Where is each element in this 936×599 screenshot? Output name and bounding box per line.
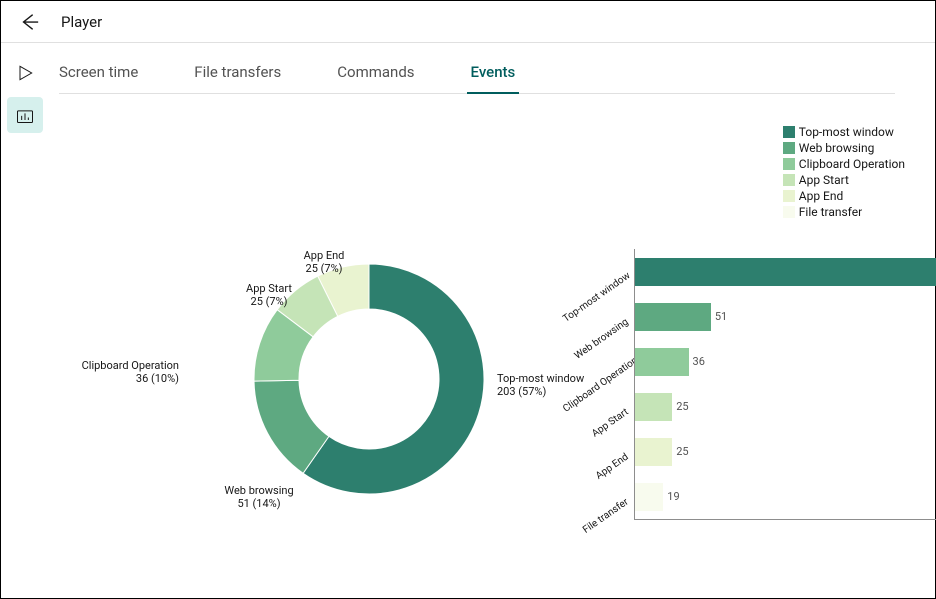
tabs: Screen time File transfers Commands Even… — [59, 43, 895, 94]
tab-file-transfers[interactable]: File transfers — [194, 63, 281, 93]
bar-row: Top-most window — [549, 249, 936, 294]
legend-item: File transfer — [783, 204, 905, 220]
bar-track: 25 — [634, 384, 936, 429]
legend-item: Top-most window — [783, 124, 905, 140]
donut-label-name: App Start — [246, 282, 292, 295]
legend-item: Web browsing — [783, 140, 905, 156]
left-rail — [1, 43, 49, 598]
donut-slice-label: App End25 (7%) — [304, 249, 345, 275]
donut-label-value: 25 (7%) — [246, 295, 292, 308]
page-title: Player — [61, 13, 102, 31]
bar-chart: Top-most windowWeb browsing51Clipboard O… — [549, 249, 936, 569]
back-arrow-icon — [18, 11, 40, 33]
bar-value-label: 36 — [693, 355, 705, 368]
body: Screen time File transfers Commands Even… — [1, 43, 935, 598]
bar-value-label: 25 — [676, 400, 688, 413]
legend-label: Clipboard Operation — [799, 156, 905, 172]
legend-label: File transfer — [799, 204, 862, 220]
donut-label-value: 51 (14%) — [224, 497, 293, 510]
bar-track: 25 — [634, 429, 936, 474]
donut-slice-label: App Start25 (7%) — [246, 282, 292, 308]
header: Player — [1, 1, 935, 43]
bar — [635, 483, 663, 511]
bar — [635, 258, 936, 286]
rail-stats-button[interactable] — [7, 97, 43, 133]
donut-svg — [119, 244, 519, 564]
content: Top-most windowWeb browsingClipboard Ope… — [59, 94, 895, 577]
bar-chart-icon — [15, 105, 35, 125]
bar-row: Web browsing51 — [549, 294, 936, 339]
tab-events[interactable]: Events — [471, 63, 516, 93]
bar — [635, 393, 672, 421]
legend-label: Web browsing — [799, 140, 875, 156]
bar-track: 51 — [634, 294, 936, 339]
main: Screen time File transfers Commands Even… — [49, 43, 935, 598]
tab-commands[interactable]: Commands — [337, 63, 414, 93]
donut-slice-label: Web browsing51 (14%) — [224, 484, 293, 510]
legend-swatch — [783, 142, 795, 154]
bar-row: App End25 — [549, 429, 936, 474]
donut-label-value: 25 (7%) — [304, 262, 345, 275]
legend-label: App Start — [799, 172, 849, 188]
bar-row: File transfer19 — [549, 474, 936, 519]
bar-category-label: File transfer — [561, 492, 637, 550]
bar — [635, 348, 689, 376]
legend-swatch — [783, 126, 795, 138]
legend-swatch — [783, 190, 795, 202]
legend-label: Top-most window — [799, 124, 894, 140]
donut-label-name: App End — [304, 249, 345, 262]
bar — [635, 303, 711, 331]
donut-label-name: Clipboard Operation — [82, 359, 179, 372]
legend-swatch — [783, 206, 795, 218]
chart-legend: Top-most windowWeb browsingClipboard Ope… — [783, 124, 905, 220]
legend-item: App End — [783, 188, 905, 204]
legend-swatch — [783, 158, 795, 170]
legend-item: Clipboard Operation — [783, 156, 905, 172]
bar-track: 36 — [634, 339, 936, 384]
back-button[interactable] — [17, 10, 41, 34]
bar-row: Clipboard Operation36 — [549, 339, 936, 384]
bar-value-label: 51 — [715, 310, 727, 323]
donut-label-name: Web browsing — [224, 484, 293, 497]
rail-play-button[interactable] — [7, 55, 43, 91]
bar-track: 19 — [634, 474, 936, 519]
donut-slice-label: Clipboard Operation36 (10%) — [82, 359, 179, 385]
legend-swatch — [783, 174, 795, 186]
bar-row: App Start25 — [549, 384, 936, 429]
donut-chart: Top-most window203 (57%)Web browsing51 (… — [119, 244, 519, 564]
bar-value-label: 19 — [667, 490, 679, 503]
bar — [635, 438, 672, 466]
legend-item: App Start — [783, 172, 905, 188]
bar-x-axis — [634, 519, 936, 520]
bar-value-label: 25 — [676, 445, 688, 458]
play-icon — [15, 63, 35, 83]
bar-track — [634, 249, 936, 294]
legend-label: App End — [799, 188, 844, 204]
donut-label-value: 36 (10%) — [82, 372, 179, 385]
tab-screen-time[interactable]: Screen time — [59, 63, 138, 93]
